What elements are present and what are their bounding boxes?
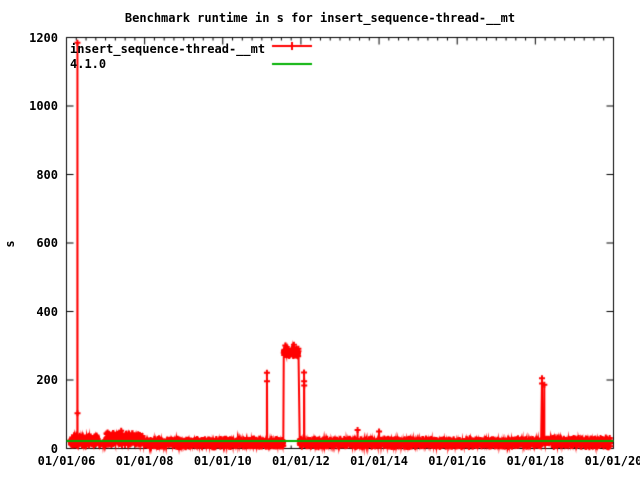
x-tick-label: 01/01/16 [428,454,487,468]
chart-title: Benchmark runtime in s for insert_sequen… [124,11,516,25]
y-tick-label: 0 [50,441,58,456]
x-tick-label: 01/01/08 [115,454,174,468]
x-tick-label: 01/01/06 [37,454,96,468]
legend-series-label: insert_sequence-thread-__mt [70,42,266,56]
y-tick-label: 400 [36,304,58,319]
y-tick-label: 800 [36,167,58,182]
x-tick-label: 01/01/12 [272,454,330,468]
x-tick-label: 01/01/14 [350,454,408,468]
y-tick-label: 200 [36,373,58,387]
x-tick-label: 01/01/20 [584,454,640,468]
y-tick-label: 600 [36,236,58,250]
x-tick-label: 01/01/18 [506,454,565,468]
legend-version-label: 4.1.0 [70,57,107,71]
y-tick-label: 1000 [29,99,58,113]
y-tick-label: 1200 [29,30,58,45]
x-tick-label: 01/01/10 [193,454,252,468]
